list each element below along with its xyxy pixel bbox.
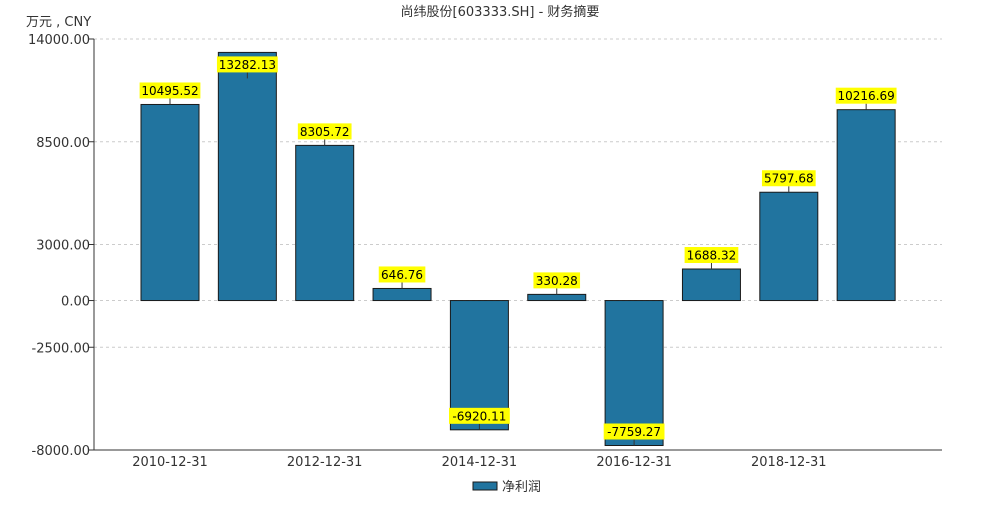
data-label: 646.76: [381, 268, 423, 282]
data-label: -7759.27: [607, 425, 661, 439]
data-label: 10216.69: [838, 89, 895, 103]
bar[interactable]: [681, 268, 741, 302]
data-label-background: [216, 56, 278, 73]
bars: [140, 51, 896, 447]
y-tick-label: 0.00: [61, 295, 90, 310]
y-tick-label: 3000.00: [36, 239, 90, 254]
data-label-background: [297, 123, 352, 140]
y-tick-label: -8000.00: [32, 444, 90, 459]
x-tick-label: 2016-12-31: [596, 455, 672, 470]
data-label-background: [603, 423, 665, 440]
legend-swatch: [472, 481, 498, 491]
data-label-background: [378, 266, 426, 283]
y-tick-label: -2500.00: [32, 341, 90, 356]
data-label-background: [684, 247, 739, 264]
data-label: 13282.13: [219, 58, 276, 72]
data-label-background: [533, 272, 581, 289]
x-tick-label: 2010-12-31: [132, 455, 208, 470]
bar[interactable]: [295, 144, 355, 302]
bar[interactable]: [836, 109, 896, 302]
data-label: -6920.11: [452, 409, 506, 423]
data-labels: 10495.52 13282.13 8305.72 646.76 -6920.11 330…: [139, 56, 897, 446]
legend[interactable]: 净利润: [472, 480, 541, 495]
x-tick-label: 2014-12-31: [442, 455, 518, 470]
bar[interactable]: [604, 300, 664, 447]
bar[interactable]: [217, 51, 277, 302]
data-label: 330.28: [536, 274, 578, 288]
legend-label: 净利润: [502, 480, 541, 495]
x-tick-label: 2018-12-31: [751, 455, 827, 470]
data-label-background: [761, 170, 816, 187]
bar[interactable]: [527, 293, 587, 302]
x-tick-label: 2012-12-31: [287, 455, 363, 470]
bar[interactable]: [140, 103, 200, 302]
data-label-background: [139, 82, 201, 99]
data-label-background: [835, 87, 897, 104]
data-label-background: [449, 407, 510, 424]
data-label: 5797.68: [764, 172, 814, 186]
data-label: 8305.72: [300, 125, 350, 139]
bar[interactable]: [372, 287, 432, 302]
bar[interactable]: [759, 191, 819, 302]
data-label: 1688.32: [687, 249, 737, 263]
unit-label: 万元 , CNY: [26, 15, 91, 30]
y-tick-label: 14000.00: [28, 33, 90, 48]
y-tick-label: 8500.00: [36, 136, 90, 151]
data-label: 10495.52: [141, 84, 198, 98]
chart-title: 尚纬股份[603333.SH] - 财务摘要: [401, 4, 600, 20]
axes: 14000.00 8500.00 3000.00 0.00 -2500.00 -8000.…: [28, 33, 942, 470]
